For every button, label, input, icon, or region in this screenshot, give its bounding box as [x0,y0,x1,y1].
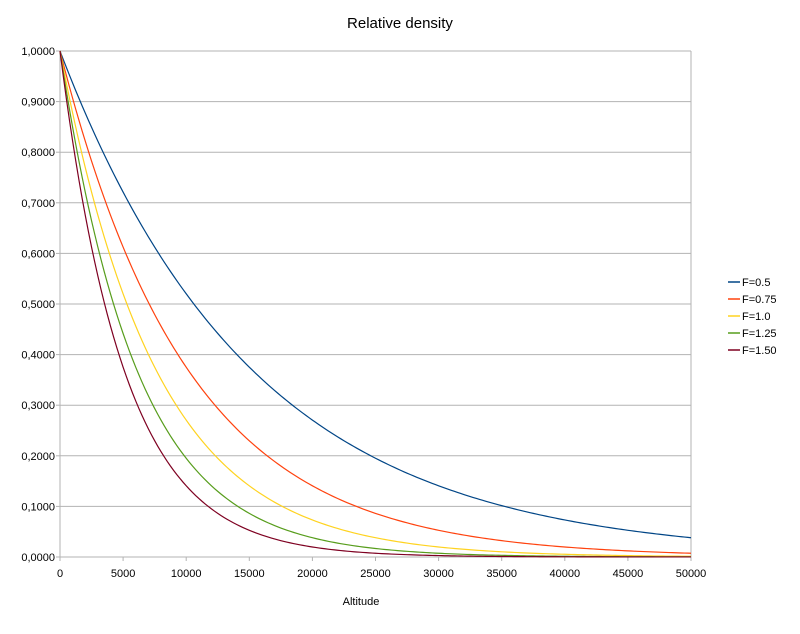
x-tick-label: 5000 [111,568,135,580]
y-tick-label: 0,9000 [21,97,55,109]
x-tick-label: 0 [57,568,63,580]
x-tick-label: 15000 [234,568,265,580]
series-line-f-0-75 [59,50,692,554]
x-tick-label: 30000 [423,568,454,580]
series-line-f-0-5 [59,50,692,539]
y-tick-label: 0,4000 [21,350,55,362]
series-line-f-1-50 [59,50,691,558]
x-tick-label: 25000 [360,568,391,580]
x-tick-label: 40000 [550,568,581,580]
y-tick-label: 0,6000 [21,248,55,260]
legend-label: F=0.75 [742,294,777,306]
chart-title: Relative density [347,15,453,32]
legend-label: F=1.50 [742,345,777,357]
y-tick-label: 0,0000 [21,552,55,564]
x-tick-label: 20000 [297,568,328,580]
y-tick-label: 0,7000 [21,198,55,210]
y-tick-label: 0,2000 [21,451,55,463]
y-tick-label: 0,5000 [21,299,55,311]
series-line-f-1-0 [59,50,692,557]
legend-label: F=1.0 [742,311,770,323]
y-tick-label: 0,1000 [21,501,55,513]
legend-label: F=0.5 [742,277,770,289]
y-tick-label: 0,8000 [21,147,55,159]
x-tick-label: 45000 [613,568,644,580]
x-tick-label: 50000 [676,568,707,580]
y-tick-label: 0,3000 [21,400,55,412]
x-tick-label: 35000 [486,568,517,580]
x-tick-label: 10000 [171,568,202,580]
x-axis-label: Altitude [343,596,380,608]
y-tick-label: 1,0000 [21,46,55,58]
legend-label: F=1.25 [742,328,777,340]
